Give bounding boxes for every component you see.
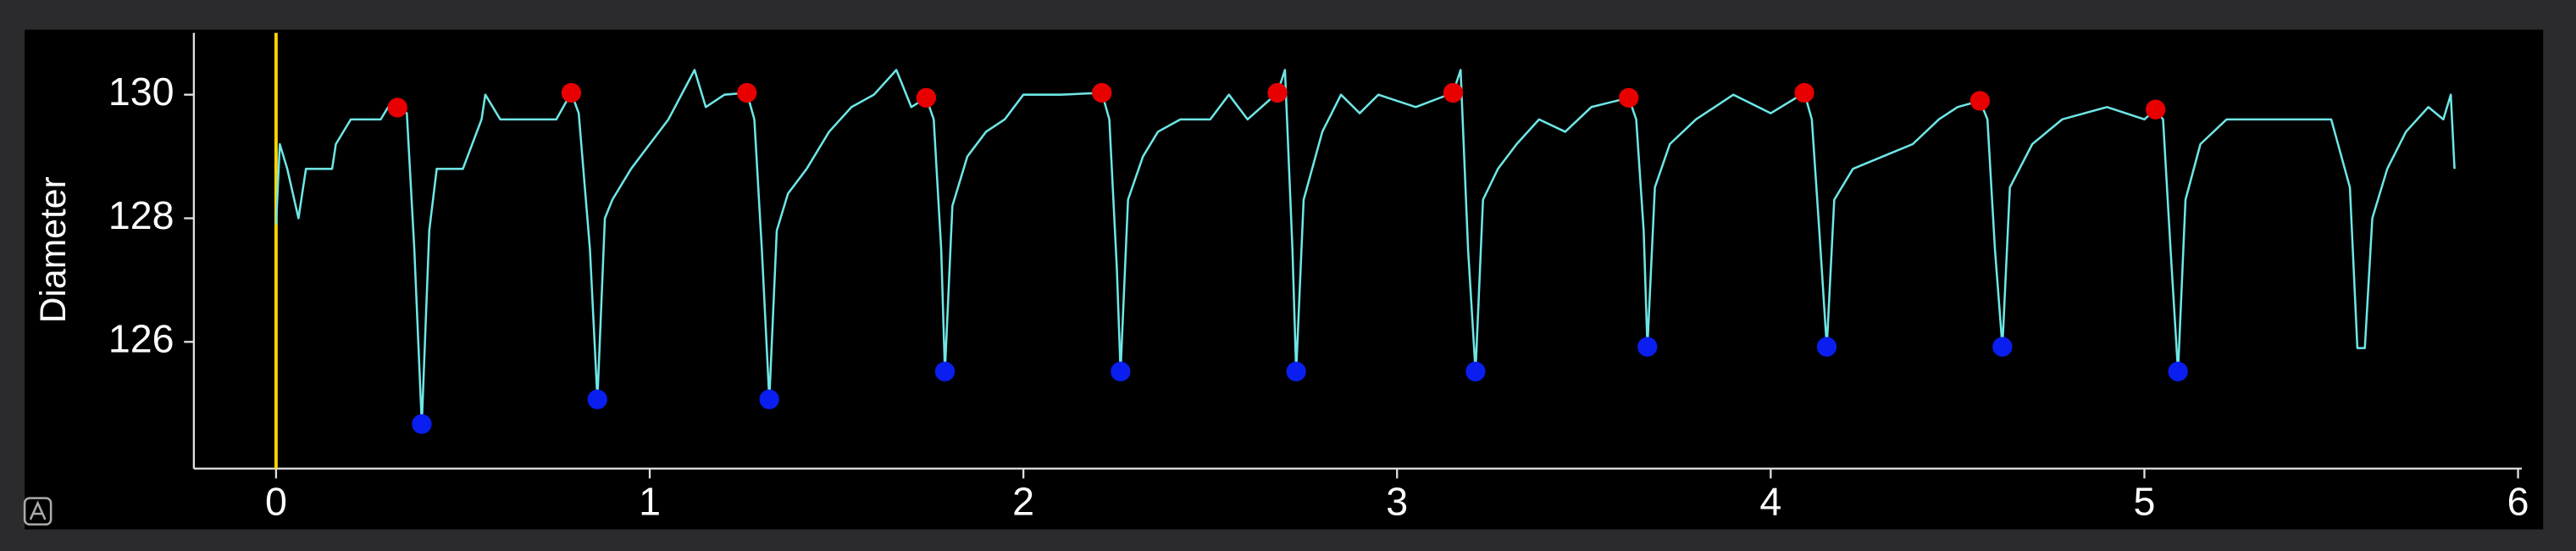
annotation-icon [23, 497, 53, 526]
marker-point [1992, 337, 2013, 357]
marker-point [1637, 337, 1658, 357]
icon-frame [23, 497, 53, 526]
marker-point [412, 414, 432, 434]
marker-point [2146, 99, 2166, 120]
x-tick-label: 4 [1759, 480, 1781, 524]
marker-point [561, 82, 582, 103]
icon-glyph [29, 500, 47, 520]
marker-point [1092, 82, 1112, 103]
x-tick-label: 0 [265, 480, 287, 524]
marker-point [1619, 87, 1639, 108]
y-tick-label: 130 [108, 70, 175, 114]
marker-point [2168, 361, 2188, 381]
marker-point [387, 97, 407, 118]
marker-point [1816, 337, 1837, 357]
x-tick-label: 1 [639, 480, 661, 524]
x-tick-label: 5 [2134, 480, 2156, 524]
marker-point [1794, 82, 1814, 103]
marker-point [759, 389, 779, 409]
y-axis-label: Diameter [33, 176, 74, 323]
x-tick-label: 3 [1386, 480, 1408, 524]
marker-point [934, 361, 956, 381]
marker-point [1286, 361, 1306, 381]
marker-point [1443, 82, 1464, 103]
marker-point [1969, 91, 1991, 111]
marker-point [737, 82, 757, 103]
y-tick-label: 126 [108, 317, 175, 361]
marker-point [916, 87, 937, 108]
marker-point [1111, 361, 1131, 381]
marker-point [1465, 361, 1486, 381]
x-tick-label: 6 [2507, 480, 2529, 524]
marker-point [587, 389, 607, 409]
y-tick-label: 128 [108, 193, 175, 237]
x-tick-label: 2 [1012, 480, 1034, 524]
marker-point [1267, 82, 1288, 103]
